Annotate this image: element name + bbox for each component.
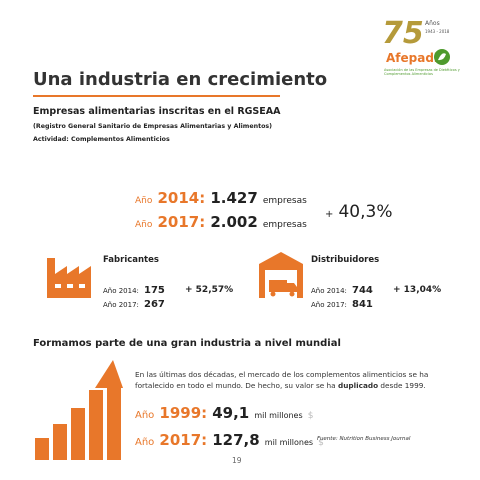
row-value: 1.427 [210,189,258,207]
growth-value: 40,3% [338,202,393,222]
registry-note: (Registro General Sanitario de Empresas … [33,123,273,130]
logo-tagline: Asociación de las Empresas de Dietéticos… [384,68,460,76]
page-title: Una industria en crecimiento [33,69,328,90]
row-label: Año [135,410,155,421]
row-year: 1999: [159,404,208,422]
title-rule [33,95,280,97]
group-title: Distribuidores [311,255,380,265]
row-year: 2017: [157,213,206,231]
registry-activity: Actividad: Complementos Alimenticios [33,136,170,143]
text: desde 1999. [378,381,426,390]
world-row: Año 2017: 127,8 mil millones $ [135,430,324,449]
registry-title: Empresas alimentarias inscritas en el RG… [33,106,281,117]
logo-number: 75 [382,16,424,51]
row-label: Año 2017: [103,301,139,309]
world-row: Año 1999: 49,1 mil millones $ [135,403,313,422]
group-row: Año 2017: 267 [103,292,165,311]
group-growth: + 52,57% [185,285,234,295]
group-row: Año 2017: 841 [311,292,373,311]
row-unit: mil millones [254,411,303,420]
group-title: Fabricantes [103,255,159,265]
world-paragraph: En las últimas dos décadas, el mercado d… [135,369,453,391]
row-value: 49,1 [212,404,250,422]
row-label: Año 2014: [311,287,347,295]
logo-name: Afepadi [386,51,439,65]
row-unit: empresas [262,196,307,206]
page-number: 19 [232,456,242,465]
row-currency: $ [318,438,324,448]
registry-row: Año 2017: 2.002 empresas [135,212,307,231]
logo-leaf [434,49,450,65]
row-value: 841 [352,299,373,310]
factory-icon [47,258,91,298]
row-unit: empresas [262,220,307,230]
text: En las últimas dos décadas, el mercado d… [135,370,429,390]
row-value: 2.002 [210,213,258,231]
world-title: Formamos parte de una gran industria a n… [33,338,341,349]
row-value: 744 [352,285,373,296]
row-label: Año [135,196,153,206]
group-row: Año 2014: 744 [311,278,373,297]
row-unit: mil millones [264,438,314,447]
row-year: 2014: [157,189,206,207]
row-currency: $ [307,411,314,421]
row-year: 2017: [159,431,208,449]
growth-icon [35,360,123,460]
row-label: Año [135,220,153,230]
row-value: 175 [144,285,165,296]
warehouse-icon [259,252,303,298]
row-value: 267 [144,299,165,310]
logo-years: 1943 - 2018 [425,29,450,34]
group-row: Año 2014: 175 [103,278,165,297]
growth-sign: + [325,209,334,220]
row-value: 127,8 [212,431,260,449]
group-growth: + 13,04% [393,285,442,295]
text-bold: duplicado [337,381,379,390]
row-label: Año [135,437,155,448]
logo-years-label: Años [425,20,440,27]
registry-growth: + 40,3% [325,202,393,222]
row-label: Año 2017: [311,301,347,309]
row-label: Año 2014: [103,287,139,295]
source: Fuente: Nutrition Business Journal [317,436,411,442]
registry-row: Año 2014: 1.427 empresas [135,188,307,207]
